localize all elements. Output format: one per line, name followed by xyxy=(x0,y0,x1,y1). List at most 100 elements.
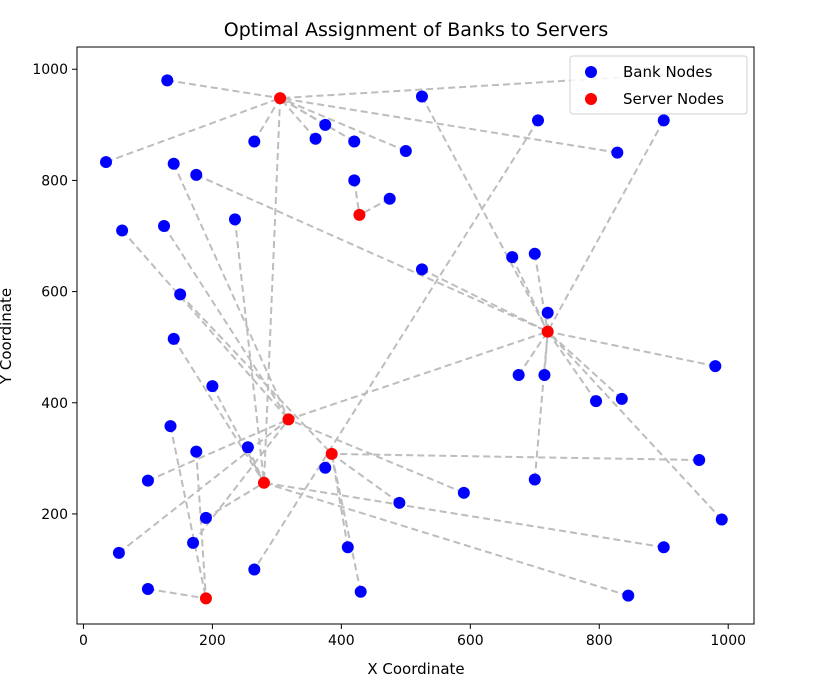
assignment-link-20 xyxy=(546,331,597,402)
bank-node-39 xyxy=(512,368,525,381)
bank-node-30 xyxy=(248,563,261,576)
assignment-link-40 xyxy=(211,385,265,484)
bank-node-3 xyxy=(190,168,203,181)
bank-node-42 xyxy=(615,392,628,405)
chart-title: Optimal Assignment of Banks to Servers xyxy=(224,19,608,41)
assignment-link-39 xyxy=(172,338,265,484)
bank-node-16 xyxy=(532,114,545,127)
bank-node-28 xyxy=(112,546,125,559)
bank-node-26 xyxy=(199,511,212,524)
assignment-link-16 xyxy=(533,253,549,332)
bank-node-38 xyxy=(541,306,554,319)
assignment-link-31 xyxy=(288,418,465,494)
server-node-1 xyxy=(353,208,366,221)
assignment-link-11 xyxy=(421,96,549,333)
bank-node-6 xyxy=(228,213,241,226)
bank-node-33 xyxy=(354,585,367,598)
points-layer xyxy=(100,74,728,605)
bank-node-31 xyxy=(319,461,332,474)
assignment-link-45 xyxy=(262,98,282,483)
bank-node-43 xyxy=(709,360,722,373)
bank-node-11 xyxy=(399,144,412,157)
legend-label-bank: Bank Nodes xyxy=(623,63,713,81)
assignment-link-35 xyxy=(330,453,362,592)
bank-node-13 xyxy=(348,174,361,187)
bank-node-24 xyxy=(141,474,154,487)
bank-node-1 xyxy=(100,156,113,169)
assignment-link-46 xyxy=(169,425,207,599)
y-tick-label-800: 800 xyxy=(41,173,68,189)
assignment-link-32 xyxy=(179,293,333,455)
bank-node-44 xyxy=(693,454,706,467)
assignment-link-47 xyxy=(195,451,207,599)
bank-node-15 xyxy=(415,263,428,276)
bank-node-4 xyxy=(116,224,129,237)
bank-node-10 xyxy=(348,135,361,148)
bank-node-45 xyxy=(528,473,541,486)
x-tick-label-400: 400 xyxy=(328,633,355,649)
assignment-link-44 xyxy=(263,481,629,597)
server-node-2 xyxy=(541,325,554,338)
assignment-link-22 xyxy=(547,330,716,368)
x-axis-label: X Coordinate xyxy=(367,660,464,678)
assignment-link-38 xyxy=(233,219,265,483)
bank-node-34 xyxy=(393,496,406,509)
y-tick-label-200: 200 xyxy=(41,507,68,523)
bank-node-8 xyxy=(309,132,322,145)
x-tick-label-0: 0 xyxy=(79,633,88,649)
plot-frame xyxy=(76,46,755,625)
bank-node-20 xyxy=(167,332,180,345)
bank-node-7 xyxy=(248,135,261,148)
assignment-link-21 xyxy=(547,330,623,400)
bank-node-23 xyxy=(190,445,203,458)
bank-node-41 xyxy=(590,395,603,408)
legend-box xyxy=(569,55,748,115)
bank-node-46 xyxy=(715,513,728,526)
bank-node-9 xyxy=(319,118,332,131)
bank-node-22 xyxy=(164,420,177,433)
ticks-layer: 0 200 400 600 800 1000 200 400 600 800 1000 xyxy=(32,62,746,649)
assignment-link-43 xyxy=(263,481,664,549)
y-axis-label: Y Coordinate xyxy=(0,288,15,385)
bank-node-32 xyxy=(341,541,354,554)
assignment-link-12 xyxy=(546,119,665,333)
assignment-link-19 xyxy=(543,331,549,376)
server-node-0 xyxy=(274,92,287,105)
x-tick-label-1000: 1000 xyxy=(710,633,746,649)
assignment-link-30 xyxy=(147,418,289,482)
assignment-link-15 xyxy=(511,256,549,333)
assignment-link-14 xyxy=(421,268,549,333)
assignment-link-3 xyxy=(279,97,317,140)
y-tick-label-1000: 1000 xyxy=(32,62,68,78)
assignment-link-49 xyxy=(118,418,290,554)
server-node-6 xyxy=(199,592,212,605)
server-node-4 xyxy=(325,447,338,460)
bank-node-40 xyxy=(538,368,551,381)
assignment-link-8 xyxy=(280,73,664,100)
bank-node-36 xyxy=(506,251,519,264)
bank-node-29 xyxy=(141,582,154,595)
assignment-link-37 xyxy=(331,452,700,462)
bank-node-37 xyxy=(528,247,541,260)
bank-node-48 xyxy=(622,589,635,602)
legend: Bank Nodes Server Nodes xyxy=(569,55,748,115)
assignment-link-48 xyxy=(147,587,207,600)
assignment-link-6 xyxy=(279,97,407,152)
assignment-link-2 xyxy=(253,97,281,143)
bank-node-17 xyxy=(611,146,624,159)
bank-node-0 xyxy=(161,74,174,87)
x-tick-label-800: 800 xyxy=(586,633,613,649)
assignment-link-1 xyxy=(105,97,281,164)
assignment-link-7 xyxy=(279,97,618,154)
bank-node-25 xyxy=(241,441,254,454)
assignment-link-24 xyxy=(533,331,549,480)
assignment-link-42 xyxy=(205,481,265,519)
bank-node-12 xyxy=(415,90,428,103)
bank-node-5 xyxy=(158,219,171,232)
bank-node-47 xyxy=(657,541,670,554)
assignment-link-41 xyxy=(246,446,265,484)
assignment-link-25 xyxy=(288,330,548,421)
server-node-3 xyxy=(282,413,295,426)
assignment-link-18 xyxy=(517,331,549,376)
